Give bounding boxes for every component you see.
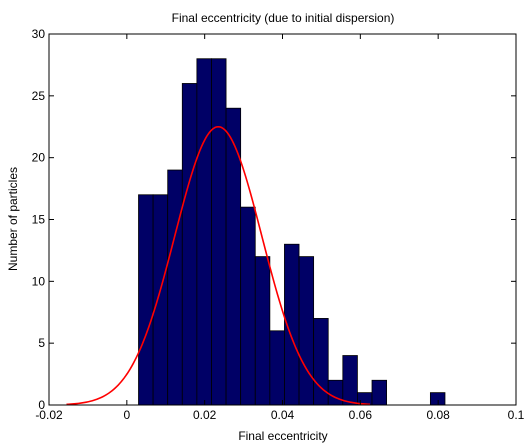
y-axis-ticks: 0 5 10 15 20 25 30 xyxy=(32,27,516,412)
y-tick-label: 20 xyxy=(32,151,46,165)
histogram-bar-14 xyxy=(342,355,358,406)
histogram-bar-2 xyxy=(167,169,183,406)
x-tick-label: 0.06 xyxy=(349,408,373,422)
histogram-bar-1 xyxy=(152,194,169,406)
histogram-bars xyxy=(138,58,446,406)
histogram-bar-6 xyxy=(225,107,242,406)
histogram-bar-5 xyxy=(211,58,227,406)
histogram-bar-3 xyxy=(181,83,198,406)
x-tick-label: 0 xyxy=(123,408,130,422)
y-tick-label: 0 xyxy=(38,398,45,412)
x-tick-label: 0.08 xyxy=(426,408,450,422)
y-tick-label: 15 xyxy=(32,213,46,227)
chart-title: Final eccentricity (due to initial dispe… xyxy=(172,11,395,25)
x-axis-ticks: -0.02 0 0.02 0.04 0.06 0.08 0.1 xyxy=(35,34,525,422)
y-tick-label: 5 xyxy=(38,336,45,350)
x-tick-label: -0.02 xyxy=(35,408,63,422)
histogram-bar-16 xyxy=(371,379,388,406)
histogram-bar-9 xyxy=(269,330,285,406)
gaussian-fit-curve xyxy=(66,125,371,406)
histogram-bar-13 xyxy=(327,379,344,406)
x-tick-label: 0.02 xyxy=(193,408,217,422)
y-tick-label: 10 xyxy=(32,274,46,288)
y-tick-label: 25 xyxy=(32,89,46,103)
y-tick-label: 30 xyxy=(32,27,46,41)
histogram-bar-8 xyxy=(254,256,271,406)
x-tick-label: 0.04 xyxy=(271,408,295,422)
histogram-bar-0 xyxy=(138,194,154,406)
histogram-bar-7 xyxy=(240,206,256,406)
histogram-bar-11 xyxy=(298,256,315,406)
x-axis-label: Final eccentricity xyxy=(238,429,327,443)
x-tick-label: 0.1 xyxy=(508,408,525,422)
histogram-bar-4 xyxy=(196,58,212,406)
y-axis-label: Number of particles xyxy=(6,167,20,271)
